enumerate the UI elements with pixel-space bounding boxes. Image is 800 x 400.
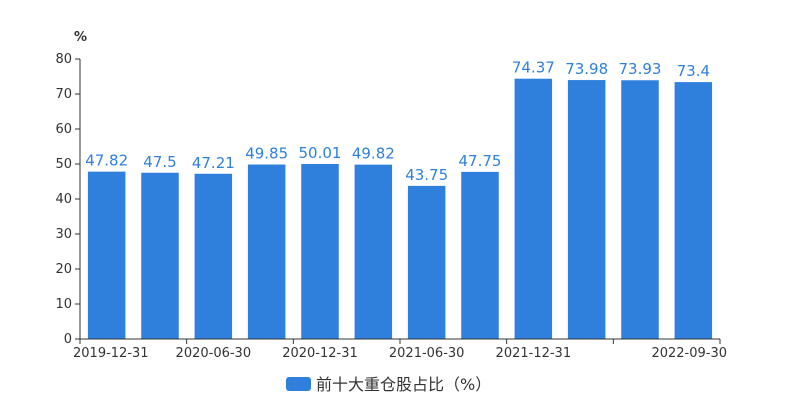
- bar[interactable]: [87, 171, 126, 339]
- bar[interactable]: [354, 164, 393, 339]
- y-axis-tick-label: 20: [55, 262, 72, 277]
- y-axis-tick-label: 70: [55, 87, 72, 102]
- bar[interactable]: [514, 78, 553, 339]
- data-label: 47.75: [459, 152, 502, 170]
- data-label: 74.37: [512, 59, 555, 77]
- y-axis-tick-label: 80: [55, 52, 72, 67]
- bar[interactable]: [194, 173, 233, 339]
- y-axis-tick-label: 30: [55, 227, 72, 242]
- data-label: 73.98: [565, 60, 608, 78]
- data-label: 49.85: [245, 145, 288, 163]
- legend-swatch[interactable]: [286, 377, 311, 391]
- x-axis-tick-label: 2020-06-30: [176, 346, 252, 361]
- bar[interactable]: [301, 163, 339, 339]
- data-label: 47.21: [192, 154, 235, 172]
- bar[interactable]: [247, 164, 286, 339]
- y-axis: 0 10 20 30 40 50 60 70 80: [55, 52, 81, 347]
- legend[interactable]: 前十大重仓股占比（%）: [286, 375, 491, 394]
- bar[interactable]: [407, 185, 446, 339]
- data-label: 73.4: [677, 62, 710, 80]
- x-axis-tick-label: 2021-12-31: [496, 346, 572, 361]
- bar[interactable]: [674, 82, 713, 339]
- y-axis-tick-label: 60: [55, 122, 72, 137]
- data-label: 43.75: [405, 166, 448, 184]
- bar[interactable]: [141, 172, 179, 339]
- y-axis-tick-label: 40: [55, 192, 72, 207]
- data-label: 47.82: [85, 152, 128, 170]
- data-label: 73.93: [619, 60, 662, 78]
- bar[interactable]: [621, 80, 659, 340]
- bar[interactable]: [567, 80, 606, 339]
- data-label: 47.5: [143, 153, 176, 171]
- y-axis-unit-label: %: [74, 30, 87, 45]
- data-label: 50.01: [299, 144, 342, 162]
- data-labels: 47.82 47.5 47.21 49.85 50.01 49.82 43.75 47.75 7…: [85, 59, 710, 184]
- bar[interactable]: [461, 171, 499, 339]
- y-axis-tick-label: 0: [64, 332, 72, 347]
- legend-label[interactable]: 前十大重仓股占比（%）: [316, 375, 491, 394]
- y-axis-tick-label: 50: [55, 157, 72, 172]
- x-axis-tick-label: 2019-12-31: [73, 346, 149, 361]
- x-axis-tick-label: 2022-09-30: [651, 346, 727, 361]
- x-axis: 2019-12-31 2020-06-30 2020-12-31 2021-06-30…: [73, 338, 727, 361]
- x-axis-tick-label: 2020-12-31: [282, 346, 358, 361]
- bars: [87, 78, 713, 340]
- data-label: 49.82: [352, 145, 395, 163]
- x-axis-tick-label: 2021-06-30: [389, 346, 465, 361]
- y-axis-tick-label: 10: [55, 297, 72, 312]
